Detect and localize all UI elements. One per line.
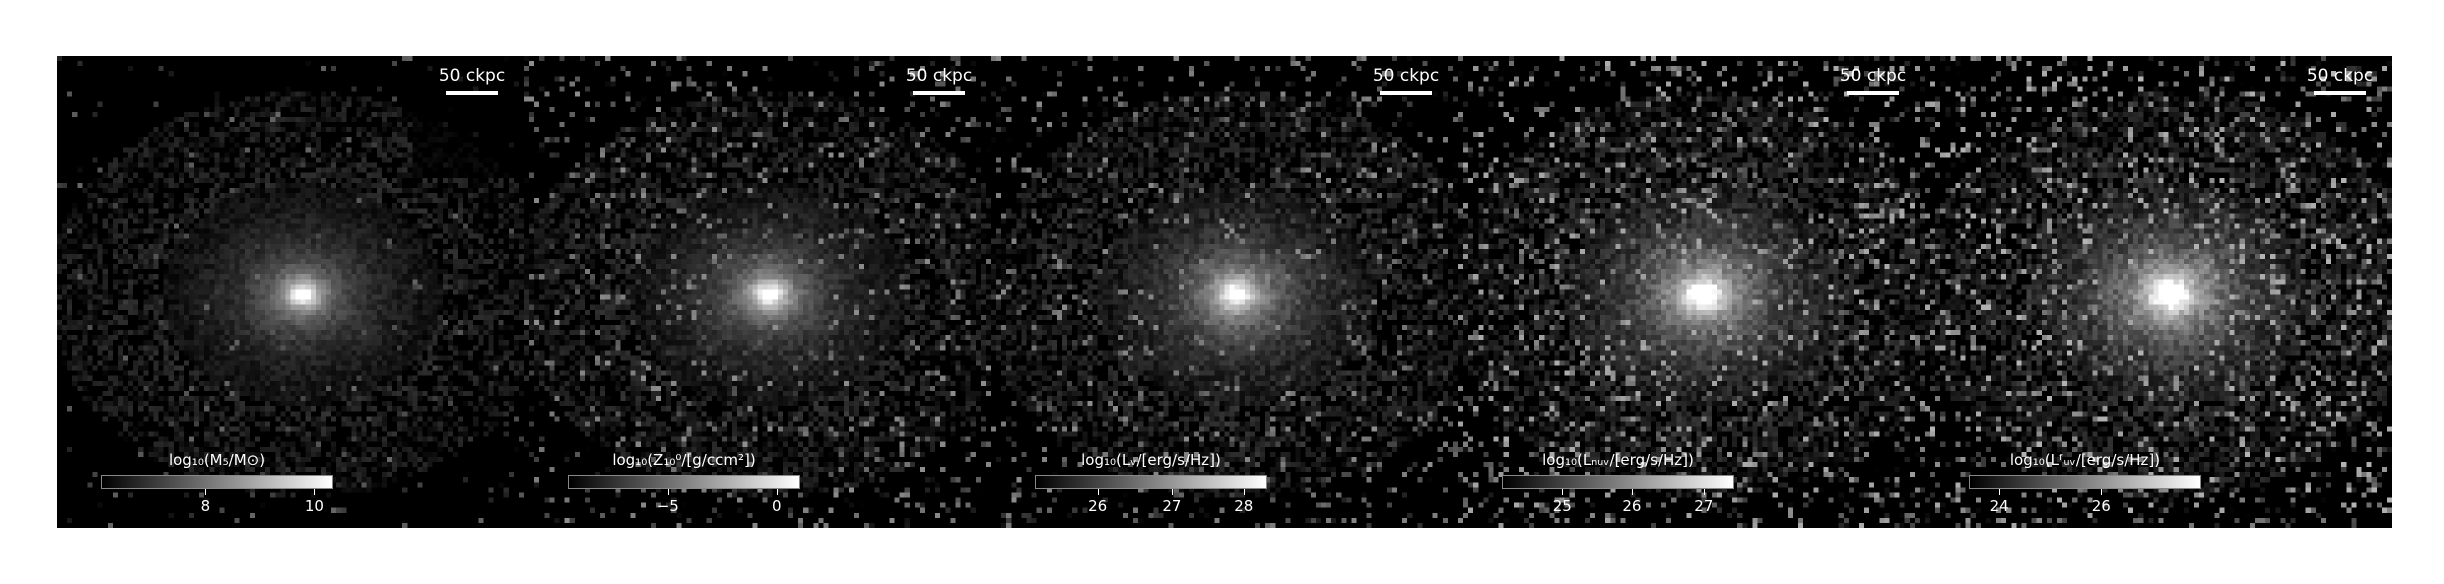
galaxy-map (57, 56, 524, 528)
colorbar-label: log₁₀(Lᵥ/[erg/s/Hz]) (1081, 451, 1221, 469)
galaxy-map (991, 56, 1458, 528)
galaxy-map (1925, 56, 2392, 528)
colorbar-tick-label: 26 (1088, 497, 1108, 515)
colorbar-tick-label: 25 (1552, 497, 1572, 515)
colorbar-tick-label: 26 (1622, 497, 1642, 515)
colorbar-label: log₁₀(Lᶠᵤᵥ/[erg/s/Hz]) (2009, 451, 2161, 469)
scale-bar-label: 50 ckpc (1372, 66, 1440, 86)
scale-bar: 50 ckpc (432, 66, 512, 95)
scale-bar-line (913, 91, 965, 95)
colorbar-tick (1171, 489, 1173, 495)
colorbar-tick-label: 24 (1989, 497, 2009, 515)
panel-metallicity: 50 ckpc log₁₀(Z₁₀⁰/[g/ccm²]) −5 0 (524, 56, 991, 528)
scale-bar: 50 ckpc (1833, 66, 1913, 95)
colorbar-label: log₁₀(M₅/M⊙) (168, 451, 266, 469)
scale-bar: 50 ckpc (1366, 66, 1446, 95)
scale-bar: 50 ckpc (899, 66, 979, 95)
colorbar-tick (1999, 489, 2001, 495)
colorbar-tick (1703, 489, 1705, 495)
image-strip: 50 ckpc log₁₀(M₅/M⊙) 8 10 50 ckpc log₁₀(… (57, 56, 2392, 528)
colorbar-tick-label: 27 (1694, 497, 1714, 515)
colorbar-tick (1243, 489, 1245, 495)
panel-nuv-luminosity: 50 ckpc log₁₀(Lₙᵤᵥ/[erg/s/Hz]) 25 26 27 (1458, 56, 1925, 528)
galaxy-map (524, 56, 991, 528)
scale-bar-line (2314, 91, 2366, 95)
colorbar-tick (1562, 489, 1564, 495)
scale-bar-line (446, 91, 498, 95)
colorbar-tick-label: 8 (200, 497, 211, 515)
panel-v-band-luminosity: 50 ckpc log₁₀(Lᵥ/[erg/s/Hz]) 26 27 28 (991, 56, 1458, 528)
colorbar-tick (1631, 489, 1633, 495)
colorbar-gradient (1502, 475, 1734, 489)
colorbar-tick (667, 489, 669, 495)
scale-bar-label: 50 ckpc (1839, 66, 1907, 86)
panel-stellar-mass: 50 ckpc log₁₀(M₅/M⊙) 8 10 (57, 56, 524, 528)
scale-bar-line (1847, 91, 1899, 95)
colorbar-tick (205, 489, 207, 495)
colorbar-tick-label: 0 (772, 497, 782, 515)
panel-fuv-luminosity: 50 ckpc log₁₀(Lᶠᵤᵥ/[erg/s/Hz]) 24 26 (1925, 56, 2392, 528)
colorbar-tick (2101, 489, 2103, 495)
colorbar-gradient (101, 475, 333, 489)
colorbar-tick-label: 28 (1234, 497, 1254, 515)
colorbar-tick-label: 27 (1162, 497, 1182, 515)
scale-bar-label: 50 ckpc (2306, 66, 2374, 86)
scale-bar-label: 50 ckpc (438, 66, 506, 86)
colorbar-gradient (1969, 475, 2201, 489)
galaxy-map (1458, 56, 1925, 528)
colorbar-gradient (1035, 475, 1267, 489)
colorbar-tick-label: 26 (2091, 497, 2111, 515)
colorbar-tick (314, 489, 316, 495)
colorbar-tick-label: −5 (656, 497, 679, 515)
scale-bar-line (1380, 91, 1432, 95)
colorbar-tick-label: 10 (304, 497, 324, 515)
colorbar-label: log₁₀(Lₙᵤᵥ/[erg/s/Hz]) (1542, 451, 1694, 469)
colorbar-label: log₁₀(Z₁₀⁰/[g/ccm²]) (612, 451, 756, 469)
scale-bar: 50 ckpc (2300, 66, 2380, 95)
colorbar-gradient (568, 475, 800, 489)
colorbar-tick (1097, 489, 1099, 495)
scale-bar-label: 50 ckpc (905, 66, 973, 86)
colorbar-tick (776, 489, 778, 495)
